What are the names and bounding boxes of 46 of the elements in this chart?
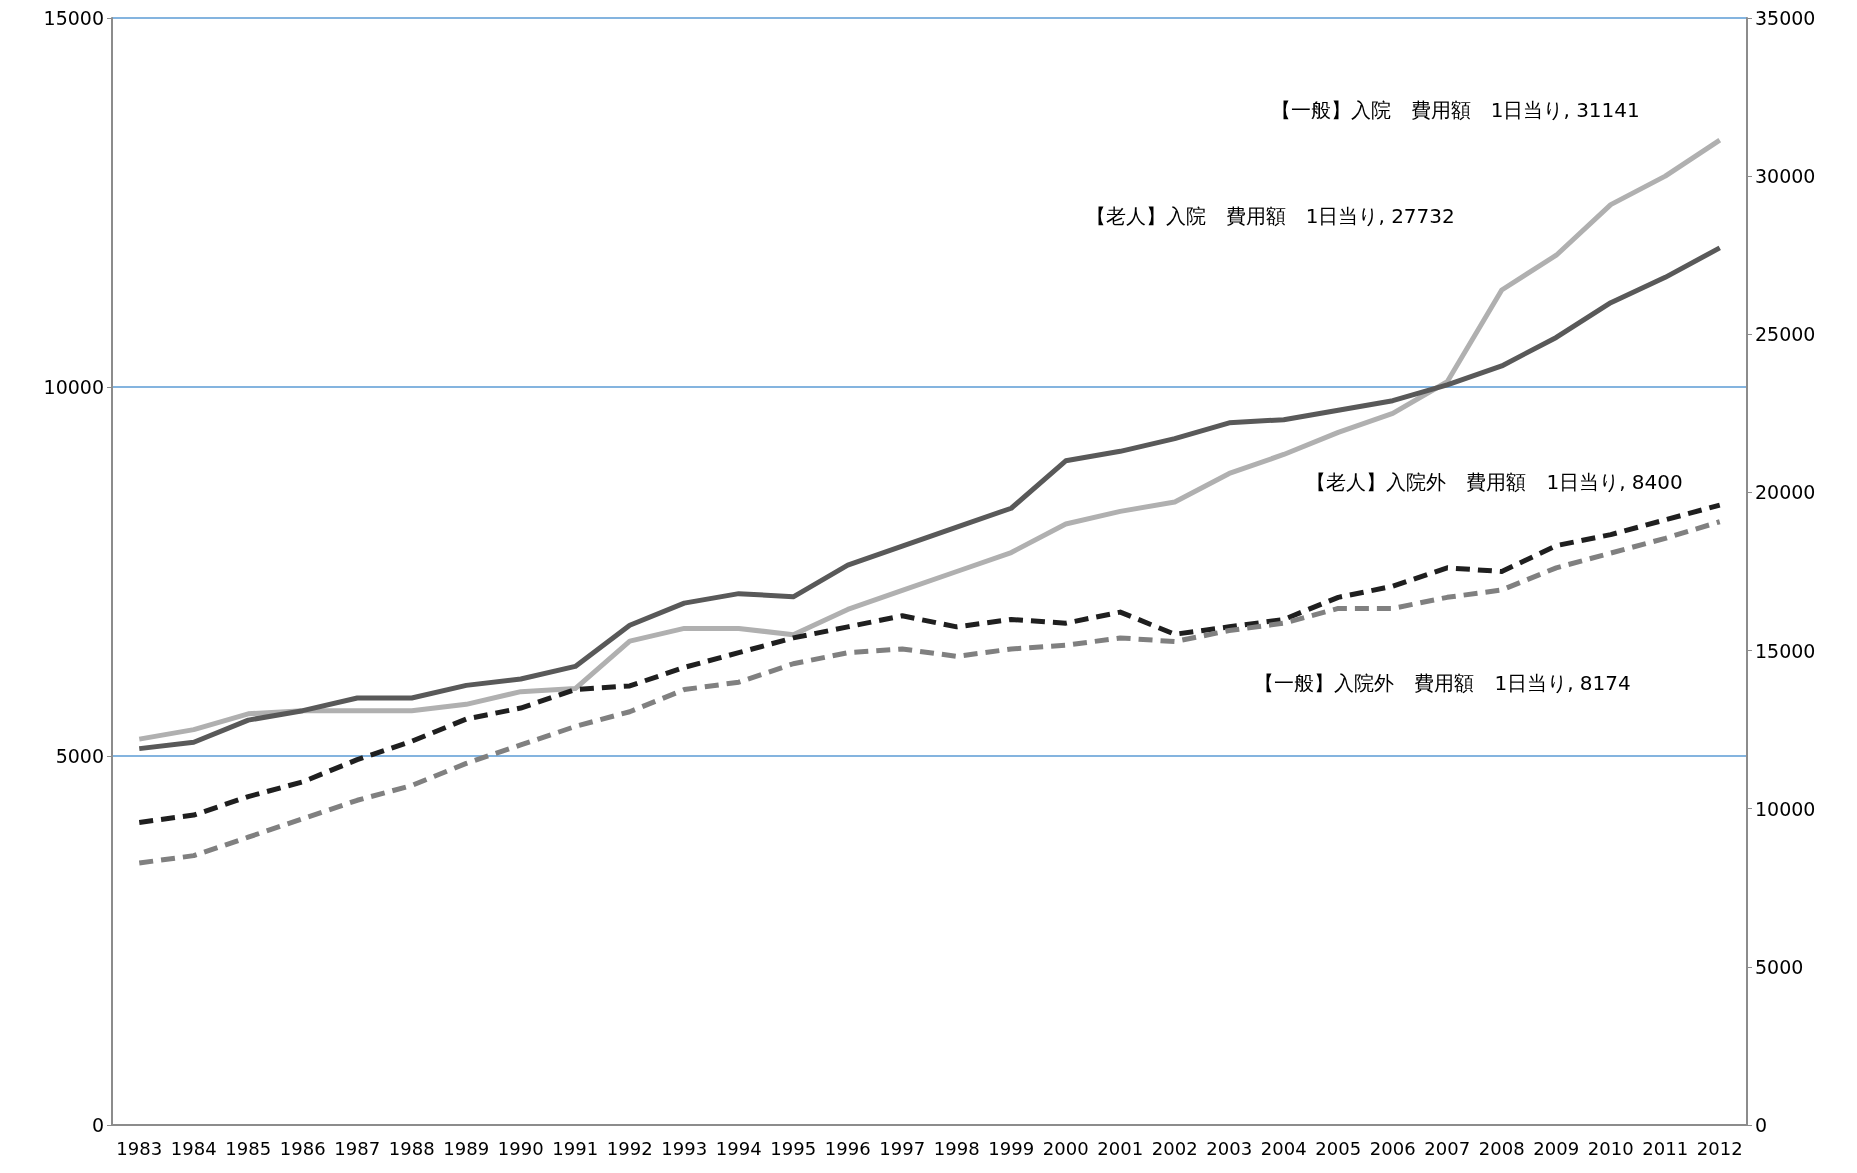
y2-tick-label: 5000 bbox=[1755, 955, 1804, 978]
y2-tick-label: 35000 bbox=[1755, 7, 1816, 29]
y2-tick-label: 20000 bbox=[1755, 481, 1816, 504]
text: 【老人】入院外 費用額 1日当り, 8400 bbox=[1306, 470, 1683, 495]
x-tick-label: 1999 bbox=[988, 1137, 1035, 1159]
x-tick-label: 1998 bbox=[933, 1137, 980, 1159]
y2-tick-label: 25000 bbox=[1755, 323, 1816, 346]
y2-tick-label: 30000 bbox=[1755, 165, 1816, 188]
x-tick-label: 2003 bbox=[1206, 1137, 1253, 1159]
text: 【一般】入院外 費用額 1日当り, 8174 bbox=[1254, 670, 1631, 695]
x-tick-label: 2000 bbox=[1042, 1137, 1089, 1159]
x-tick-label: 2012 bbox=[1696, 1137, 1743, 1159]
x-tick-label: 2011 bbox=[1642, 1137, 1689, 1159]
x-tick-label: 1993 bbox=[661, 1137, 708, 1159]
y-tick-label: 0 bbox=[91, 1114, 104, 1136]
x-tick-label: 1994 bbox=[715, 1137, 762, 1159]
text: 【老人】入院 費用額 1日当り, 27732 bbox=[1085, 203, 1455, 228]
x-tick-label: 1983 bbox=[116, 1137, 163, 1159]
text: 【一般】入院 費用額 1日当り, 31141 bbox=[1270, 98, 1640, 123]
x-tick-label: 2009 bbox=[1533, 1137, 1580, 1159]
x-tick-label: 2010 bbox=[1587, 1137, 1634, 1159]
x-tick-label: 1984 bbox=[170, 1137, 217, 1159]
x-tick-label: 1988 bbox=[388, 1137, 435, 1159]
x-tick-label: 1990 bbox=[497, 1137, 544, 1159]
x-tick-label: 2002 bbox=[1151, 1137, 1198, 1159]
x-tick-label: 1995 bbox=[770, 1137, 817, 1159]
x-tick-label: 1987 bbox=[334, 1137, 381, 1159]
x-tick-label: 1996 bbox=[824, 1137, 871, 1159]
x-tick-label: 1991 bbox=[552, 1137, 599, 1159]
x-tick-label: 2008 bbox=[1478, 1137, 1525, 1159]
x-tick-label: 2007 bbox=[1424, 1137, 1471, 1159]
y-tick-label: 5000 bbox=[55, 745, 104, 767]
y2-tick-label: 15000 bbox=[1755, 639, 1816, 662]
y2-tick-label: 10000 bbox=[1755, 797, 1816, 820]
x-tick-label: 1992 bbox=[606, 1137, 653, 1159]
x-tick-label: 2004 bbox=[1260, 1137, 1307, 1159]
y-tick-label: 10000 bbox=[43, 376, 104, 398]
x-tick-label: 1997 bbox=[879, 1137, 926, 1159]
x-tick-label: 2005 bbox=[1315, 1137, 1362, 1159]
x-tick-label: 1986 bbox=[279, 1137, 326, 1159]
x-tick-label: 2001 bbox=[1097, 1137, 1144, 1159]
x-tick-label: 1989 bbox=[443, 1137, 490, 1159]
y2-tick-label: 0 bbox=[1755, 1114, 1768, 1136]
x-tick-label: 2006 bbox=[1369, 1137, 1416, 1159]
y-tick-label: 15000 bbox=[43, 7, 104, 29]
x-tick-label: 1985 bbox=[225, 1137, 272, 1159]
